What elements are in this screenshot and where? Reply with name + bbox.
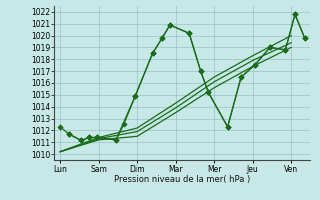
X-axis label: Pression niveau de la mer( hPa ): Pression niveau de la mer( hPa ) bbox=[114, 175, 251, 184]
